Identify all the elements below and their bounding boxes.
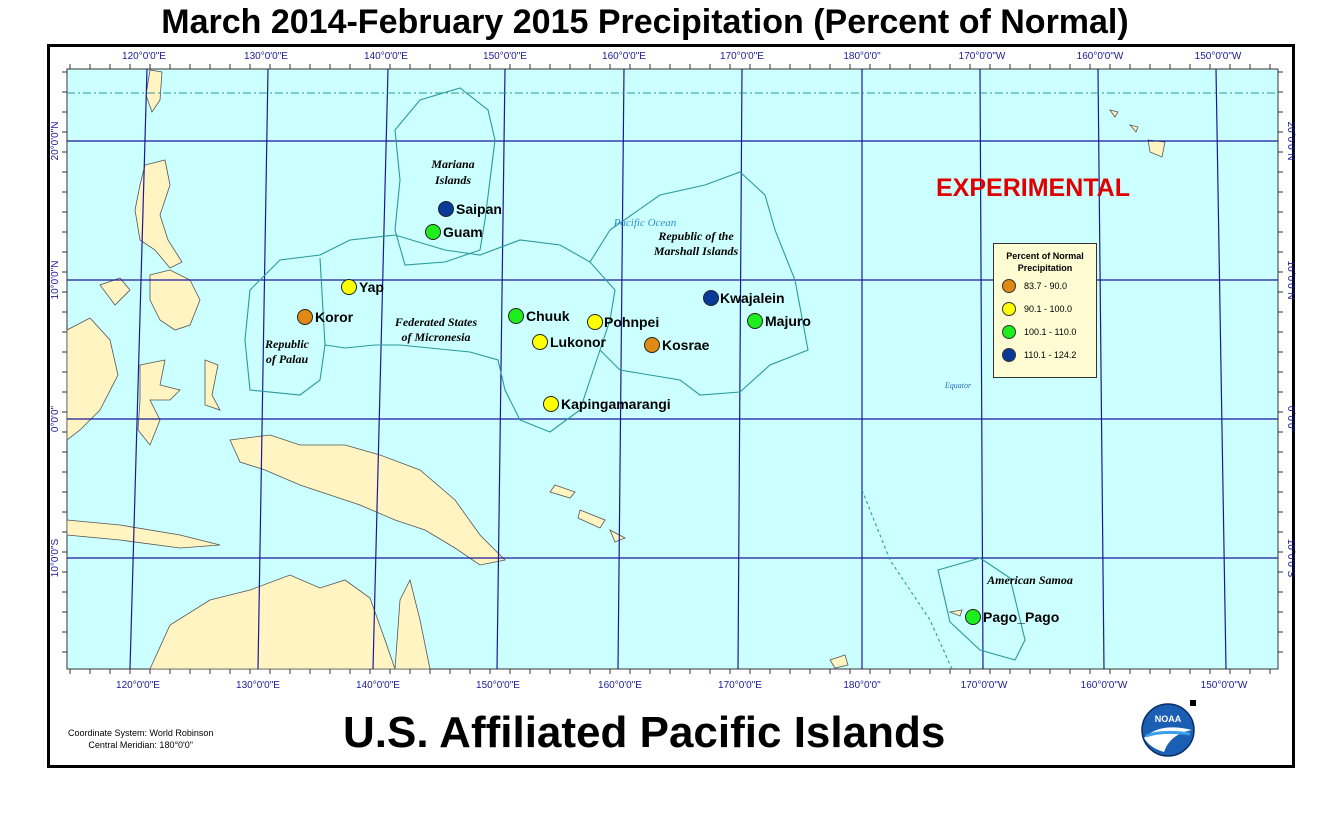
legend-swatch (1002, 279, 1016, 293)
station-label: Saipan (456, 201, 502, 217)
station-marker (588, 315, 603, 330)
station-marker (645, 338, 660, 353)
station-marker (439, 202, 454, 217)
legend-item: 110.1 - 124.2 (994, 343, 1096, 366)
lon-label: 120°0'0"E (122, 51, 166, 62)
palau-label-line1: Republic (264, 337, 310, 351)
station-label: Chuuk (526, 308, 570, 324)
lon-label: 150°0'0"W (1201, 680, 1248, 691)
station-label: Lukonor (550, 334, 607, 350)
station-label: Majuro (765, 313, 811, 329)
legend-item-label: 83.7 - 90.0 (1024, 281, 1067, 291)
station-marker (509, 309, 524, 324)
station-marker (533, 335, 548, 350)
lat-label: 0°0'0" (1285, 406, 1296, 433)
station-marker (342, 280, 357, 295)
legend-item: 90.1 - 100.0 (994, 297, 1096, 320)
lon-label: 160°0'0"W (1077, 51, 1124, 62)
station-label: Kapingamarangi (561, 396, 671, 412)
experimental-label: EXPERIMENTAL (936, 174, 1130, 203)
lon-label: 170°0'0"W (961, 680, 1008, 691)
mariana-label-line2: Islands (434, 173, 471, 187)
station-label: Guam (443, 224, 483, 240)
lat-label: 10°0'0"N (50, 261, 61, 300)
lon-label: 130°0'0"E (244, 51, 288, 62)
lat-label: 0°0'0" (50, 405, 61, 432)
lon-label: 180°0'0" (843, 680, 881, 691)
samoa-label: American Samoa (986, 573, 1073, 587)
coordinate-info: Coordinate System: World Robinson Centra… (68, 727, 213, 751)
legend-item-label: 90.1 - 100.0 (1024, 304, 1072, 314)
station-marker (544, 397, 559, 412)
lon-labels-top: 120°0'0"E 130°0'0"E 140°0'0"E 150°0'0"E … (122, 51, 1242, 62)
station-label: Pohnpei (604, 314, 659, 330)
lon-label: 150°0'0"E (483, 51, 527, 62)
legend-item: 100.1 - 110.0 (994, 320, 1096, 343)
marshall-label-line2: Marshall Islands (653, 244, 739, 258)
marshall-label-line1: Republic of the (657, 229, 734, 243)
legend-swatch (1002, 325, 1016, 339)
lon-label: 160°0'0"E (598, 680, 642, 691)
station-label: Kwajalein (720, 290, 785, 306)
legend-title: Percent of Normal Precipitation (994, 250, 1096, 274)
lon-label: 180°0'0" (843, 51, 881, 62)
legend: Percent of Normal Precipitation 83.7 - 9… (993, 243, 1097, 378)
lat-label: 10°0'0"S (1285, 539, 1296, 578)
station-label: Yap (359, 279, 384, 295)
svg-text:NOAA: NOAA (1155, 714, 1182, 724)
legend-item: 83.7 - 90.0 (994, 274, 1096, 297)
fsm-label-line2: of Micronesia (402, 330, 471, 344)
legend-item-label: 110.1 - 124.2 (1024, 350, 1076, 360)
lon-label: 170°0'0"W (959, 51, 1006, 62)
lat-label: 10°0'0"N (1285, 261, 1296, 300)
equator-label: Equator (944, 381, 972, 390)
legend-item-label: 100.1 - 110.0 (1024, 327, 1076, 337)
noaa-logo-icon: NOAA (1140, 700, 1200, 760)
station-label: Koror (315, 309, 354, 325)
station-marker (704, 291, 719, 306)
lon-label: 160°0'0"E (602, 51, 646, 62)
lon-label: 130°0'0"E (236, 680, 280, 691)
map-subtitle: U.S. Affiliated Pacific Islands (343, 708, 945, 758)
station-marker (426, 225, 441, 240)
lon-label: 170°0'0"E (720, 51, 764, 62)
lat-labels-left: 20°0'0"N 10°0'0"N 0°0'0" 10°0'0"S (50, 122, 61, 578)
legend-swatch (1002, 302, 1016, 316)
lat-label: 20°0'0"N (1285, 122, 1296, 161)
lat-label: 10°0'0"S (50, 538, 61, 577)
lat-label: 20°0'0"N (50, 122, 61, 161)
mariana-label-line1: Mariana (430, 157, 474, 171)
station-marker (298, 310, 313, 325)
station-label: Kosrae (662, 337, 710, 353)
station-marker (966, 610, 981, 625)
lon-label: 160°0'0"W (1081, 680, 1128, 691)
central-meridian-label: Central Meridian: 180°0'0" (68, 739, 213, 751)
pacific-ocean-label: Pacific Ocean (613, 217, 677, 229)
lon-labels-bottom: 120°0'0"E 130°0'0"E 140°0'0"E 150°0'0"E … (116, 680, 1248, 691)
station-marker (748, 314, 763, 329)
lon-label: 120°0'0"E (116, 680, 160, 691)
legend-swatch (1002, 348, 1016, 362)
lon-label: 150°0'0"W (1195, 51, 1242, 62)
coordinate-system-label: Coordinate System: World Robinson (68, 727, 213, 739)
lon-label: 140°0'0"E (356, 680, 400, 691)
lat-labels-right: 20°0'0"N 10°0'0"N 0°0'0" 10°0'0"S (1285, 122, 1296, 578)
lon-label: 140°0'0"E (364, 51, 408, 62)
lon-label: 150°0'0"E (476, 680, 520, 691)
fsm-label-line1: Federated States (394, 315, 478, 329)
lon-label: 170°0'0"E (718, 680, 762, 691)
palau-label-line2: of Palau (266, 352, 309, 366)
station-label: Pago_Pago (983, 609, 1059, 625)
